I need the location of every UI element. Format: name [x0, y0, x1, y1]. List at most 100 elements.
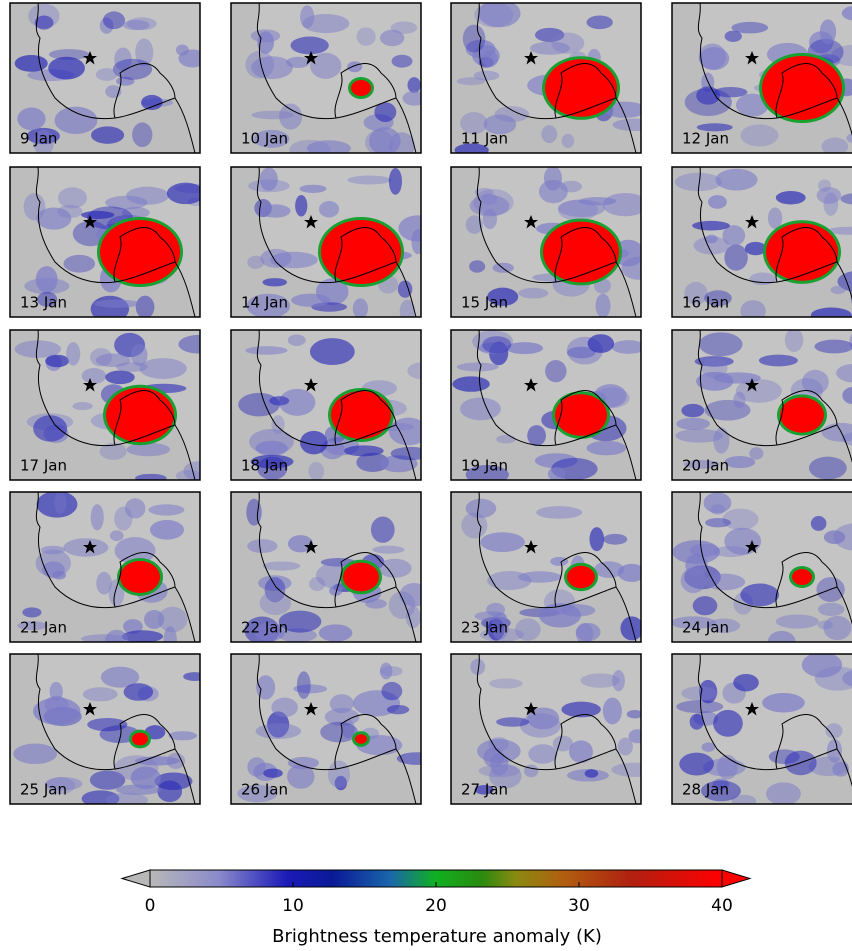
anomaly-patch [675, 428, 724, 443]
anomaly-patch [33, 129, 54, 153]
anomaly-patch [716, 754, 738, 780]
map-content [672, 330, 852, 480]
ice-shelf-outline [554, 552, 617, 608]
anomaly-patch [841, 6, 852, 21]
panel-date: 24 Jan [682, 619, 729, 637]
anomaly-patch [496, 717, 530, 727]
anomaly-patch [37, 291, 58, 307]
anomaly-patch [102, 11, 126, 30]
panel-date: 10 Jan [241, 130, 288, 148]
map-content [672, 654, 852, 804]
anomaly-patch [388, 167, 402, 195]
coastline [697, 167, 852, 300]
anomaly-patch [63, 538, 109, 557]
panel-date: 22 Jan [241, 619, 288, 637]
coastline [697, 654, 852, 787]
anomaly-patch [696, 371, 734, 391]
anomaly-patch [825, 723, 843, 739]
anomaly-patch [139, 358, 187, 379]
anomaly-patch [257, 456, 288, 480]
anomaly-patch [135, 38, 154, 67]
anomaly-patch [14, 340, 62, 358]
station-star [83, 378, 97, 392]
anomaly-patch [849, 334, 852, 349]
anomaly-patch [808, 456, 847, 480]
coastline [35, 330, 196, 480]
anomaly-patch [758, 354, 798, 367]
anomaly-patch [842, 670, 852, 687]
anomaly-patch [17, 107, 46, 131]
anomaly-patch [63, 254, 96, 273]
anomaly-patch [496, 434, 516, 444]
anomaly-patch [819, 19, 837, 45]
coastline [35, 3, 196, 153]
anomaly-patch [99, 442, 127, 460]
anomaly-patch [134, 756, 180, 766]
map-panel: 26 Jan [230, 653, 422, 805]
panel-frame [230, 329, 422, 481]
anomaly-patch [112, 58, 153, 80]
map-panel: 17 Jan [9, 329, 201, 481]
anomaly-patch [13, 743, 58, 765]
anomaly-patch [460, 397, 501, 421]
anomaly-patch [494, 106, 530, 123]
anomaly-patch [586, 440, 627, 456]
ice-shelf-outline [775, 714, 838, 770]
anomaly-patch [343, 445, 384, 457]
anomaly-patch [461, 512, 488, 539]
anomaly-patch [586, 15, 613, 30]
panel-frame [230, 491, 422, 643]
map-content [10, 492, 200, 642]
anomaly-patch [130, 766, 161, 790]
panel-date: 20 Jan [682, 457, 729, 475]
anomaly-patch [473, 70, 500, 81]
anomaly-patch [681, 403, 705, 418]
anomaly-patch [89, 770, 126, 790]
anomaly-patch [352, 298, 368, 317]
anomaly-patch [523, 764, 539, 778]
colorbar-tick-label: 40 [711, 896, 733, 916]
anomaly-patch [558, 199, 598, 221]
anomaly-patch [34, 15, 54, 30]
anomaly-patch [144, 610, 165, 629]
anomaly-patch [407, 362, 421, 380]
ice-shelf-outline [113, 714, 176, 770]
anomaly-patch [411, 229, 421, 255]
anomaly-patch [347, 61, 363, 73]
anomaly-patch [296, 671, 311, 700]
anomaly-patch [810, 307, 852, 317]
anomaly-patch [175, 44, 189, 56]
anomaly-patch [263, 768, 283, 778]
map-panel: 18 Jan [230, 329, 422, 481]
ice-shelf-outline [334, 552, 397, 608]
anomaly-patch [183, 672, 200, 681]
map-content [451, 167, 641, 317]
anomaly-patch [589, 527, 605, 552]
station-star [524, 215, 538, 229]
melt-area [355, 734, 367, 744]
anomaly-patch [388, 417, 421, 446]
anomaly-patch [259, 167, 278, 191]
ocean [477, 654, 641, 804]
map-content [451, 330, 641, 480]
anomaly-patch [90, 504, 104, 531]
anomaly-patch [620, 616, 641, 641]
anomaly-patch [269, 396, 290, 406]
anomaly-patch [826, 738, 843, 763]
anomaly-patch [287, 535, 314, 553]
anomaly-patch [377, 558, 412, 578]
coastline [476, 492, 637, 642]
station-star [83, 51, 97, 65]
anomaly-patch [87, 717, 128, 732]
anomaly-patch [489, 678, 523, 689]
anomaly-patch [710, 504, 726, 515]
map-panel: 11 Jan [450, 2, 642, 154]
panel-date: 19 Jan [461, 457, 508, 475]
anomaly-patch [320, 721, 358, 743]
anomaly-patch [703, 492, 732, 514]
anomaly-patch [506, 342, 544, 355]
panel-date: 26 Jan [241, 781, 288, 799]
ice-shelf-outline [334, 227, 397, 283]
anomaly-patch [704, 290, 732, 307]
panel-date: 17 Jan [20, 457, 67, 475]
